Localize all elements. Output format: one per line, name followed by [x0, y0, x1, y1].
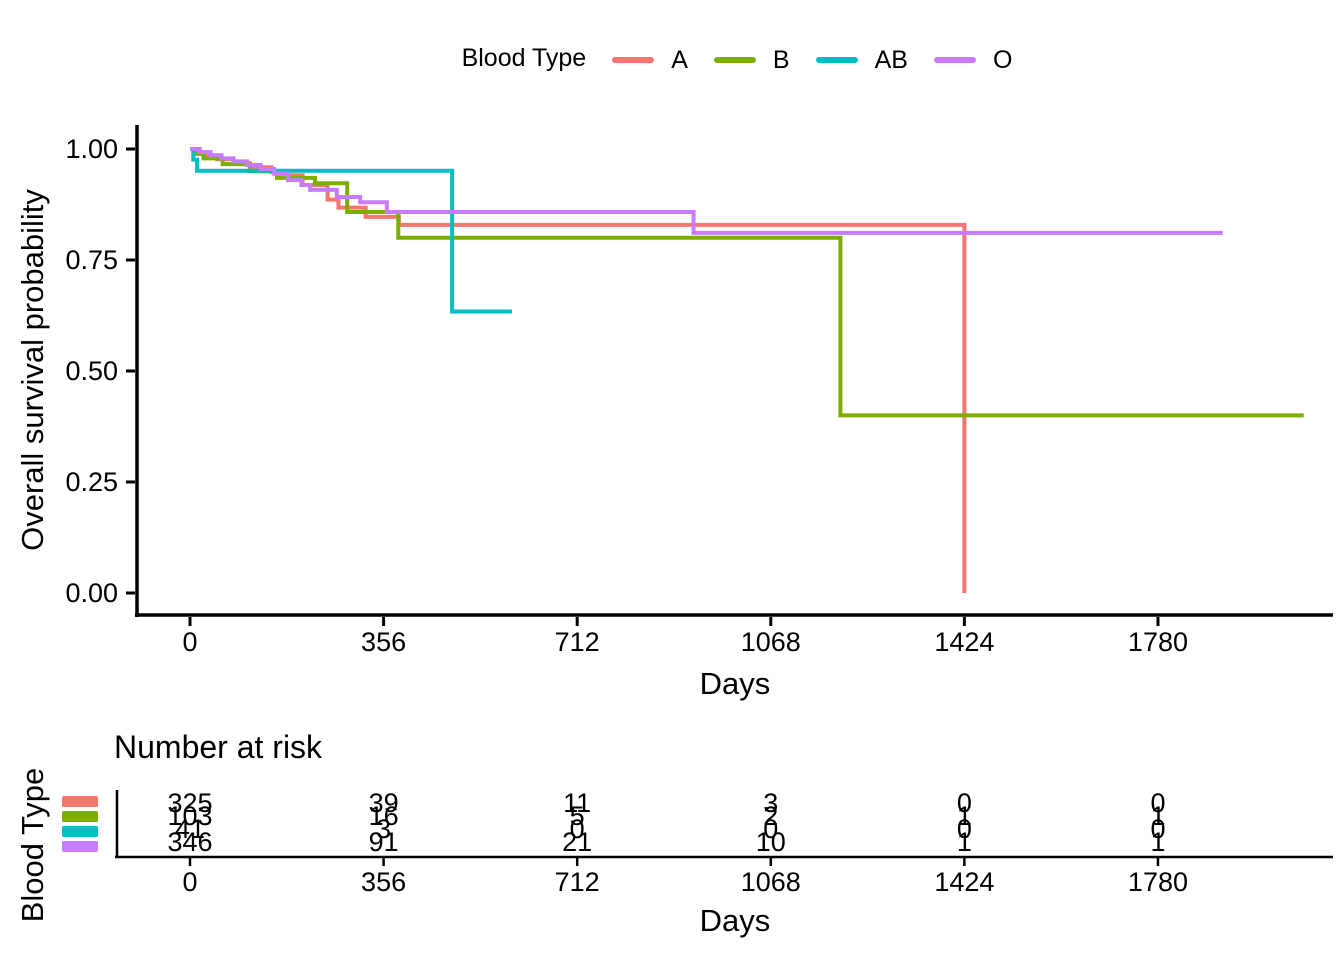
risk-x-tick-label: 1424: [934, 867, 994, 897]
risk-count-O-1780: 1: [1150, 827, 1165, 857]
x-tick-label: 1424: [934, 627, 994, 657]
legend-items: A B AB O: [586, 41, 1012, 75]
legend-key-line-O: [933, 57, 976, 64]
y-tick-label: 0.25: [65, 467, 118, 497]
risk-x-tick-label: 0: [182, 867, 197, 897]
legend-title: Blood Type: [461, 43, 587, 72]
legend-label-A: A: [671, 45, 688, 74]
risk-count-A-1780: 0: [1150, 788, 1165, 818]
risk-count-O-1068: 10: [756, 827, 786, 857]
y-tick-label: 0.75: [65, 245, 118, 275]
legend-key-line-B: [713, 57, 756, 64]
risk-count-O-712: 21: [562, 827, 592, 857]
plot-legend: Blood Type A B AB O: [0, 40, 1344, 76]
risk-count-B-712: 5: [570, 801, 585, 831]
legend-item-B: B: [713, 45, 790, 75]
risk-table-axis-label: Blood Type: [15, 767, 50, 923]
risk-count-AB-1068: 0: [763, 814, 778, 844]
risk-count-B-1424: 1: [957, 801, 972, 831]
legend-label-B: B: [772, 45, 790, 74]
risk-count-A-1424: 0: [957, 788, 972, 818]
risk-table-title: Number at risk: [114, 729, 323, 765]
x-axis-title: Days: [699, 666, 771, 701]
survival-curve-A: [190, 147, 967, 593]
legend-key-line-AB: [815, 57, 858, 64]
risk-count-A-0: 325: [167, 788, 212, 818]
legend-label-AB: AB: [874, 45, 908, 74]
risk-count-B-356: 16: [369, 801, 399, 831]
legend-item-O: O: [933, 45, 1013, 75]
legend-item-A: A: [612, 46, 688, 75]
risk-x-tick-label: 356: [361, 867, 406, 897]
legend-item-AB: AB: [815, 45, 908, 75]
risk-count-B-0: 103: [167, 801, 212, 831]
risk-count-AB-356: 3: [376, 814, 391, 844]
risk-count-O-1424: 1: [957, 827, 972, 857]
y-tick-label: 0.50: [65, 356, 118, 386]
risk-x-tick-label: 712: [555, 867, 600, 897]
risk-count-O-0: 346: [167, 827, 212, 857]
x-tick-label: 712: [555, 627, 600, 657]
risk-count-AB-712: 0: [570, 814, 585, 844]
legend-key-line-A: [612, 57, 655, 64]
y-tick-label: 0.00: [65, 578, 118, 608]
y-axis-title: Overall survival probability: [15, 189, 50, 551]
x-tick-label: 1068: [741, 627, 801, 657]
risk-x-axis-title: Days: [699, 903, 771, 938]
survival-curve-O: [190, 147, 1223, 235]
x-tick-label: 1780: [1128, 627, 1188, 657]
risk-x-tick-label: 1068: [741, 867, 801, 897]
x-tick-label: 0: [182, 627, 197, 657]
risk-count-O-356: 91: [369, 827, 399, 857]
risk-swatch-O: [62, 841, 98, 852]
risk-count-B-1780: 1: [1150, 801, 1165, 831]
risk-count-A-356: 39: [369, 788, 399, 818]
risk-x-tick-label: 1780: [1128, 867, 1188, 897]
survival-curve-AB: [190, 147, 512, 314]
risk-swatch-AB: [62, 826, 98, 837]
survival-curve-B: [190, 147, 1304, 418]
risk-swatch-A: [62, 796, 98, 807]
risk-swatch-B: [62, 811, 98, 822]
risk-count-AB-1780: 0: [1150, 814, 1165, 844]
x-tick-label: 356: [361, 627, 406, 657]
risk-count-AB-1424: 0: [957, 814, 972, 844]
risk-count-A-1068: 3: [763, 788, 778, 818]
y-tick-label: 1.00: [65, 134, 118, 164]
risk-count-AB-0: 41: [175, 814, 205, 844]
risk-count-B-1068: 2: [763, 801, 778, 831]
legend-label-O: O: [992, 45, 1013, 74]
risk-count-A-712: 11: [563, 788, 591, 818]
